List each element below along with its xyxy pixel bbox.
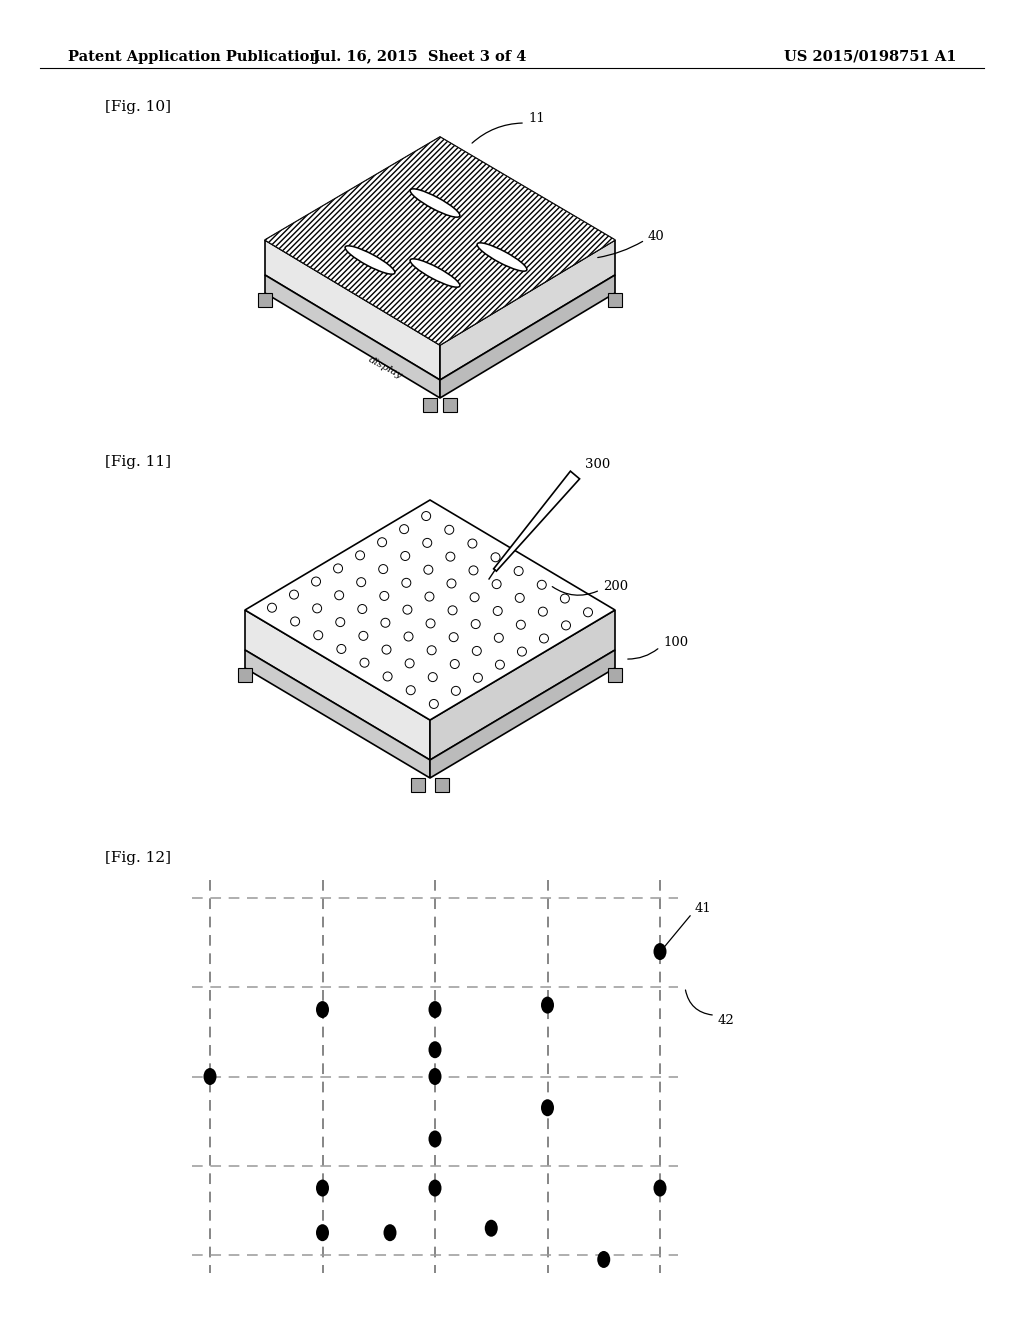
Polygon shape xyxy=(238,668,252,682)
Ellipse shape xyxy=(411,259,460,288)
Polygon shape xyxy=(245,500,615,719)
Polygon shape xyxy=(430,649,615,777)
Ellipse shape xyxy=(428,1001,441,1018)
Polygon shape xyxy=(423,399,437,412)
Polygon shape xyxy=(411,777,425,792)
Text: display: display xyxy=(367,355,403,380)
Text: [Fig. 10]: [Fig. 10] xyxy=(105,100,171,114)
Polygon shape xyxy=(440,275,615,399)
Polygon shape xyxy=(265,275,440,399)
Ellipse shape xyxy=(428,1180,441,1196)
Polygon shape xyxy=(265,137,615,345)
Polygon shape xyxy=(435,777,449,792)
Text: 100: 100 xyxy=(663,636,688,649)
Text: 41: 41 xyxy=(695,902,712,915)
Ellipse shape xyxy=(428,1130,441,1147)
Polygon shape xyxy=(265,137,615,345)
Text: 200: 200 xyxy=(603,579,628,593)
Polygon shape xyxy=(430,610,615,760)
Polygon shape xyxy=(440,240,615,380)
Polygon shape xyxy=(608,668,622,682)
Ellipse shape xyxy=(428,1068,441,1085)
Ellipse shape xyxy=(653,1180,667,1196)
Ellipse shape xyxy=(316,1180,329,1196)
Polygon shape xyxy=(245,610,430,760)
Ellipse shape xyxy=(316,1001,329,1018)
Text: Patent Application Publication: Patent Application Publication xyxy=(68,50,319,63)
Text: US 2015/0198751 A1: US 2015/0198751 A1 xyxy=(783,50,956,63)
Text: 40: 40 xyxy=(648,230,665,243)
Ellipse shape xyxy=(541,1100,554,1117)
Text: 300: 300 xyxy=(585,458,610,471)
Ellipse shape xyxy=(541,997,554,1014)
Ellipse shape xyxy=(484,1220,498,1237)
Ellipse shape xyxy=(411,189,460,218)
Text: Jul. 16, 2015  Sheet 3 of 4: Jul. 16, 2015 Sheet 3 of 4 xyxy=(313,50,526,63)
Ellipse shape xyxy=(653,942,667,960)
Polygon shape xyxy=(245,649,430,777)
Polygon shape xyxy=(608,293,622,308)
Text: [Fig. 12]: [Fig. 12] xyxy=(105,851,171,865)
Ellipse shape xyxy=(477,243,527,271)
Polygon shape xyxy=(265,240,440,380)
Ellipse shape xyxy=(428,1041,441,1059)
Ellipse shape xyxy=(204,1068,216,1085)
Ellipse shape xyxy=(597,1251,610,1269)
Ellipse shape xyxy=(316,1224,329,1241)
Polygon shape xyxy=(258,293,272,308)
Text: 11: 11 xyxy=(528,112,545,125)
Polygon shape xyxy=(494,471,580,572)
Text: 42: 42 xyxy=(718,1014,735,1027)
Ellipse shape xyxy=(384,1224,396,1241)
Polygon shape xyxy=(443,399,457,412)
Text: [Fig. 11]: [Fig. 11] xyxy=(105,455,171,469)
Ellipse shape xyxy=(345,246,395,275)
